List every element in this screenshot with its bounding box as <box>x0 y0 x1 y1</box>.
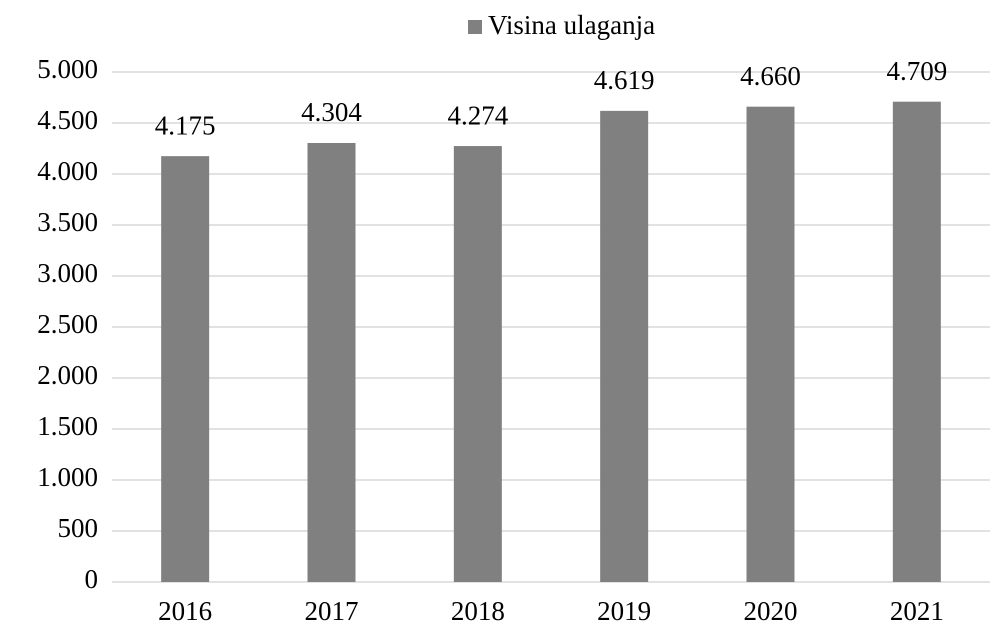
data-label: 4.660 <box>740 61 801 91</box>
y-tick-label: 500 <box>58 513 99 543</box>
bar <box>307 142 356 582</box>
bar <box>600 110 649 582</box>
legend-swatch <box>468 20 482 34</box>
data-label: 4.175 <box>155 110 216 140</box>
x-tick-label: 2019 <box>597 596 651 626</box>
y-tick-label: 0 <box>85 564 99 594</box>
bar <box>453 146 502 582</box>
legend-label: Visina ulaganja <box>488 10 655 40</box>
bar <box>161 156 210 582</box>
x-tick-label: 2020 <box>744 596 798 626</box>
data-label: 4.304 <box>301 97 362 127</box>
y-tick-label: 2.000 <box>37 360 98 390</box>
bar <box>746 106 795 583</box>
y-tick-label: 3.500 <box>37 207 98 237</box>
data-label: 4.709 <box>886 56 947 86</box>
bar <box>892 101 941 582</box>
y-tick-label: 4.000 <box>37 156 98 186</box>
y-tick-label: 4.500 <box>37 105 98 135</box>
x-tick-label: 2018 <box>451 596 505 626</box>
data-label: 4.619 <box>594 65 655 95</box>
y-tick-label: 1.500 <box>37 411 98 441</box>
y-tick-label: 5.000 <box>37 54 98 84</box>
x-tick-label: 2017 <box>305 596 359 626</box>
y-tick-label: 1.000 <box>37 462 98 492</box>
y-tick-label: 3.000 <box>37 258 98 288</box>
x-tick-label: 2016 <box>158 596 212 626</box>
data-label: 4.274 <box>447 100 508 130</box>
y-tick-label: 2.500 <box>37 309 98 339</box>
x-tick-label: 2021 <box>890 596 944 626</box>
